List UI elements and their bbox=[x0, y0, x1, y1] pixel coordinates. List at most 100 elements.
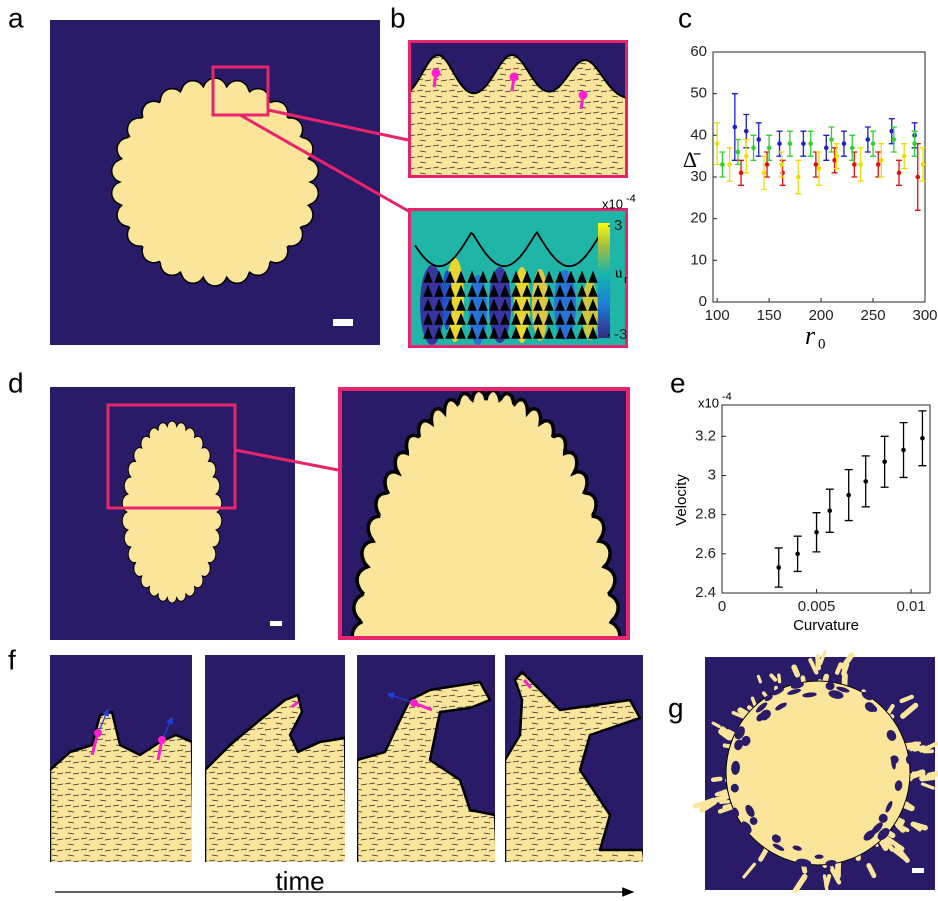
finger bbox=[898, 826, 903, 831]
point bbox=[788, 141, 793, 146]
x-tick-label: 100 bbox=[705, 307, 730, 324]
point bbox=[876, 162, 881, 167]
panel-a-image bbox=[50, 20, 410, 345]
tissue bbox=[408, 55, 628, 178]
panel-label: c bbox=[678, 2, 692, 33]
finger bbox=[713, 779, 720, 780]
colorbar-tick-label: -3 bbox=[614, 326, 627, 343]
y-tick-label: 2.4 bbox=[695, 584, 716, 601]
point bbox=[762, 171, 767, 176]
field-blob bbox=[489, 267, 511, 343]
y-tick-label: 60 bbox=[690, 43, 707, 60]
x-label: Curvature bbox=[793, 617, 859, 634]
polarity-head bbox=[510, 73, 519, 82]
point bbox=[767, 146, 772, 151]
colorbar-scale: x10 bbox=[602, 196, 623, 211]
y-tick-label: 0 bbox=[699, 293, 707, 310]
scale-bar bbox=[333, 319, 353, 326]
y-tick-label: 50 bbox=[690, 85, 707, 102]
finger bbox=[794, 667, 797, 674]
point bbox=[744, 129, 749, 134]
point bbox=[829, 137, 834, 142]
x-tick-label: 150 bbox=[757, 307, 782, 324]
y-tick-label: 10 bbox=[690, 251, 707, 268]
finger bbox=[824, 876, 826, 889]
point bbox=[912, 141, 917, 146]
point bbox=[715, 141, 720, 146]
point bbox=[882, 459, 887, 464]
scale-exp: -4 bbox=[722, 391, 732, 403]
point bbox=[871, 141, 876, 146]
panel-f-frame bbox=[357, 655, 499, 865]
point bbox=[739, 171, 744, 176]
point bbox=[850, 146, 855, 151]
point bbox=[897, 171, 902, 176]
y-tick-label: 2.8 bbox=[695, 506, 716, 523]
panel-g-image bbox=[695, 652, 938, 890]
field-blob bbox=[582, 280, 598, 340]
point bbox=[736, 150, 741, 155]
finger bbox=[818, 657, 819, 668]
panel-b-top bbox=[408, 40, 628, 178]
colorbar-label: u bbox=[615, 265, 623, 281]
panel-label: a bbox=[8, 2, 24, 33]
core bbox=[744, 699, 892, 847]
panel-f-frame bbox=[205, 655, 347, 865]
finger bbox=[758, 676, 760, 681]
finger bbox=[721, 802, 729, 803]
point bbox=[834, 154, 839, 159]
polarity-head bbox=[432, 69, 441, 78]
point bbox=[921, 162, 926, 167]
point bbox=[814, 162, 819, 167]
point bbox=[852, 162, 857, 167]
colorbar-label-sub: r bbox=[624, 274, 628, 286]
plot-area bbox=[722, 405, 930, 593]
point bbox=[801, 141, 806, 146]
y-tick-label: 3 bbox=[708, 466, 716, 483]
polarity-head bbox=[579, 91, 588, 100]
point bbox=[795, 552, 800, 557]
point bbox=[744, 154, 749, 159]
colorbar-tick-label: 3 bbox=[614, 217, 622, 234]
y-tick-label: 40 bbox=[690, 126, 707, 143]
point bbox=[756, 137, 761, 142]
point bbox=[842, 141, 847, 146]
figure: -33x10-4ur a b c d e f g time 1001502002… bbox=[0, 0, 938, 901]
point bbox=[765, 162, 770, 167]
point bbox=[846, 493, 851, 498]
point bbox=[751, 146, 756, 151]
point bbox=[727, 162, 732, 167]
panel-d-zoom bbox=[338, 387, 630, 650]
y-tick-label: 3.2 bbox=[695, 427, 716, 444]
finger bbox=[929, 772, 938, 775]
panel-label: g bbox=[668, 692, 684, 723]
point bbox=[779, 162, 784, 167]
x-label-sub: 0 bbox=[818, 336, 826, 352]
finger bbox=[914, 773, 924, 774]
x-tick-label: 0.01 bbox=[896, 598, 925, 615]
x-tick-label: 0.005 bbox=[798, 598, 836, 615]
colorbar-scale-exp: -4 bbox=[626, 193, 636, 205]
time-label: time bbox=[275, 866, 324, 896]
point bbox=[892, 137, 897, 142]
x-tick-label: 250 bbox=[861, 307, 886, 324]
point bbox=[879, 158, 884, 163]
x-tick-label: 0 bbox=[718, 598, 726, 615]
point bbox=[901, 448, 906, 453]
panel-d-image bbox=[50, 387, 338, 640]
panel-label: b bbox=[390, 2, 406, 33]
point bbox=[796, 175, 801, 180]
panel-label: f bbox=[8, 644, 16, 675]
panel-f-frame bbox=[505, 655, 647, 865]
colorbar bbox=[598, 223, 610, 338]
point bbox=[814, 530, 819, 535]
droplet bbox=[112, 78, 319, 286]
point bbox=[915, 175, 920, 180]
point bbox=[863, 479, 868, 484]
panel-f-frame bbox=[50, 655, 194, 865]
y-label: Velocity bbox=[673, 474, 690, 526]
x-label: r bbox=[805, 321, 816, 350]
panel-label: d bbox=[8, 367, 24, 398]
finger bbox=[844, 664, 847, 673]
finger bbox=[707, 799, 714, 801]
